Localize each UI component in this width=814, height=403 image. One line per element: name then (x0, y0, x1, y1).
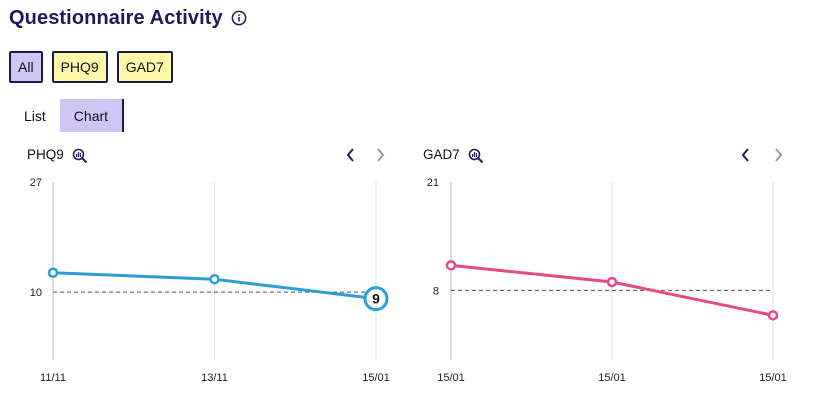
filter-phq9-button[interactable]: PHQ9 (51, 51, 108, 83)
phq9-highlight-point[interactable] (363, 286, 389, 312)
gad7-chart-header: GAD7 (423, 140, 813, 170)
phq9-x-tick-label: 11/11 (40, 372, 66, 384)
zoom-chart-icon[interactable] (72, 148, 88, 164)
gad7-y-tick-label: 21 (427, 177, 439, 189)
gad7-chart-title: GAD7 (423, 147, 460, 162)
gad7-x-tick-label: 15/01 (759, 372, 787, 384)
phq9-data-point[interactable] (209, 273, 220, 285)
phq9-y-tick-label: 27 (30, 177, 42, 189)
phq9-x-tick-label: 13/11 (201, 372, 228, 384)
gad7-data-point[interactable] (606, 276, 618, 288)
phq9-x-tick-label: 15/01 (362, 372, 390, 384)
gad7-y-tick-label: 8 (433, 285, 439, 297)
filter-all-button[interactable]: All (9, 51, 43, 83)
gad7-data-point[interactable] (767, 310, 779, 321)
tab-chart[interactable]: Chart (59, 99, 125, 132)
phq9-chart-title: PHQ9 (27, 147, 64, 162)
phq9-prev-button[interactable] (344, 146, 358, 164)
phq9-chart-header: PHQ9 (27, 140, 417, 170)
info-circle-icon[interactable] (231, 10, 247, 26)
tab-list[interactable]: List (24, 107, 46, 124)
gad7-prev-button[interactable] (739, 146, 753, 164)
phq9-highlight-label: 9 (372, 291, 380, 307)
gad7-x-tick-label: 15/01 (598, 372, 626, 384)
questionnaire-filters: All PHQ9 GAD7 (9, 51, 173, 83)
gad7-x-tick-label: 15/01 (437, 372, 465, 384)
phq9-data-point[interactable] (47, 267, 59, 278)
gad7-next-button[interactable] (771, 146, 785, 164)
page-title: Questionnaire Activity (9, 6, 223, 29)
filter-gad7-button[interactable]: GAD7 (116, 51, 173, 83)
header: Questionnaire Activity (9, 5, 247, 31)
view-tabs: List Chart (10, 99, 125, 132)
phq9-next-button[interactable] (373, 146, 387, 164)
gad7-data-point[interactable] (445, 260, 457, 271)
zoom-chart-icon[interactable] (468, 148, 484, 164)
phq9-y-tick-label: 10 (30, 287, 42, 299)
